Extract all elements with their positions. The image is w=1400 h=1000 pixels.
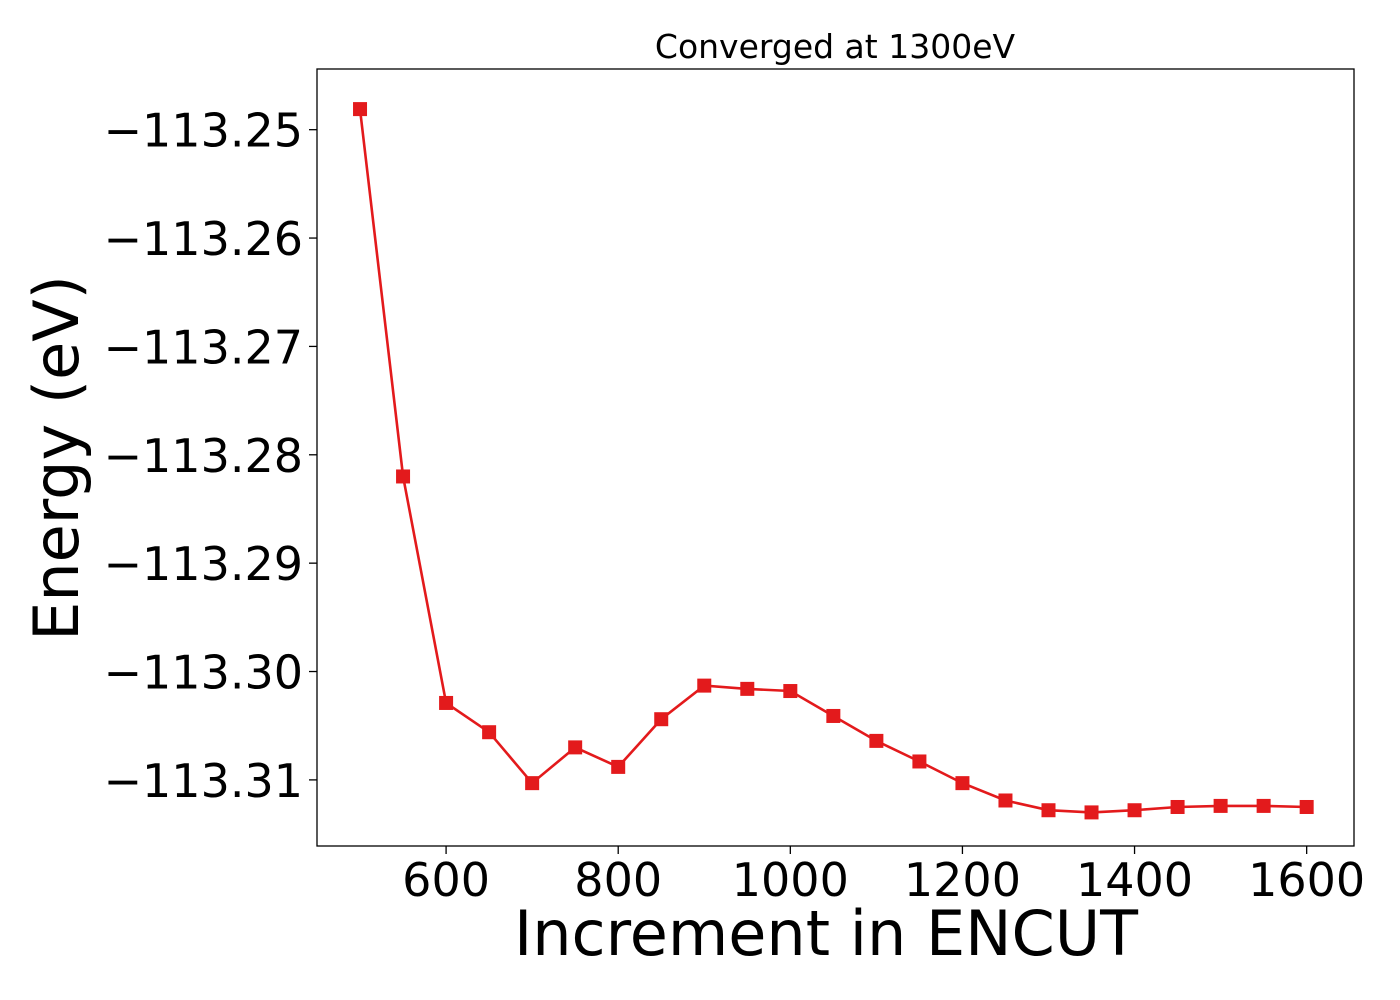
series-layer [353,102,1314,820]
y-tick-label: −113.25 [104,104,304,158]
data-point [783,684,798,699]
y-tick-label: −113.31 [104,754,304,808]
data-point [353,102,368,117]
data-point [654,712,669,727]
x-tick-label: 800 [574,853,662,907]
data-point [439,695,454,710]
data-point [568,740,583,755]
data-point [1299,799,1314,814]
data-point [482,725,497,740]
data-point [611,759,626,774]
plot-area: 600 800 1000 1200 1400 1600 −113.25−113.26−11… [104,68,1365,907]
data-point [826,708,841,723]
data-point [1127,803,1142,818]
plot-frame [316,68,1355,847]
data-point [396,469,411,484]
y-axis-label: Energy (eV) [20,275,93,641]
y-tick-label: −113.28 [104,429,304,483]
data-point [912,754,927,769]
x-tick-label: 1400 [1076,853,1193,907]
data-point [869,733,884,748]
data-point [1213,798,1228,813]
y-tick-label: −113.29 [104,537,304,591]
data-point [955,776,970,791]
data-point [998,793,1013,808]
y-tick-label: −113.26 [104,212,304,266]
data-point [1041,803,1056,818]
x-tick-label: 1600 [1248,853,1365,907]
data-point [697,678,712,693]
data-point [525,776,540,791]
x-axis: 600 800 1000 1200 1400 1600 [402,846,1365,907]
x-tick-label: 1200 [904,853,1021,907]
series-line [358,108,1307,814]
y-tick-label: −113.30 [104,646,304,700]
data-point [1170,799,1185,814]
data-point [1084,805,1099,820]
data-point [740,681,755,696]
chart-title: Converged at 1300eV [655,27,1016,66]
x-axis-label: Increment in ENCUT [514,897,1139,970]
y-axis: −113.25 −113.26 −113.27 −113.28 −113.29 −113.… [104,104,317,808]
x-tick-label: 600 [402,853,490,907]
x-tick-label: 1000 [732,853,849,907]
data-point [1256,798,1271,813]
y-tick-label: −113.27 [104,320,304,374]
